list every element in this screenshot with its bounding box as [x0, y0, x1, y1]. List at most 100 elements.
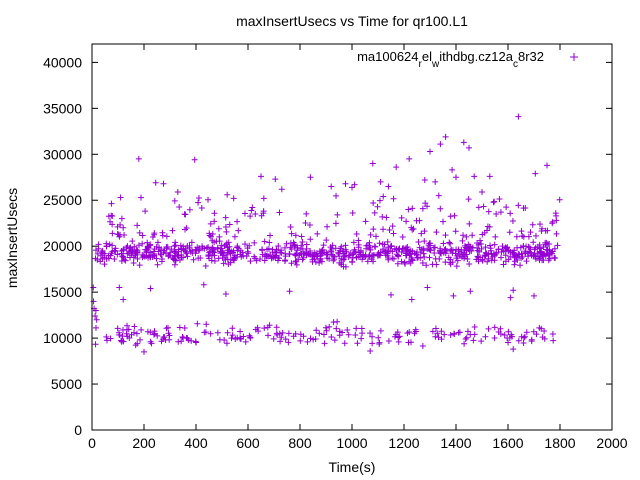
data-point	[355, 237, 362, 244]
data-point	[345, 331, 352, 338]
data-point	[490, 199, 497, 206]
data-point	[222, 256, 229, 263]
data-point	[424, 246, 431, 253]
data-point	[359, 330, 366, 337]
data-point	[222, 290, 229, 297]
data-point	[421, 238, 428, 245]
data-point	[551, 254, 558, 261]
data-point	[319, 246, 326, 253]
data-point	[160, 334, 167, 341]
data-point	[400, 245, 407, 252]
data-point	[303, 210, 310, 217]
data-point	[403, 218, 410, 225]
data-point	[466, 261, 473, 268]
data-point	[406, 251, 413, 258]
data-point	[264, 324, 271, 331]
data-point	[306, 222, 313, 229]
data-point	[282, 257, 289, 264]
data-point	[178, 245, 185, 252]
data-point	[105, 255, 112, 262]
data-point	[273, 246, 280, 253]
data-point	[164, 324, 171, 331]
data-point	[176, 204, 183, 211]
data-point	[307, 174, 314, 181]
data-point	[456, 329, 463, 336]
data-point	[166, 252, 173, 259]
data-point	[460, 139, 467, 146]
data-point	[463, 244, 470, 251]
data-point	[169, 227, 176, 234]
data-point	[484, 258, 491, 265]
data-point	[231, 233, 238, 240]
data-point	[265, 332, 272, 339]
data-point	[498, 254, 505, 261]
data-point	[536, 221, 543, 228]
data-point	[338, 261, 345, 268]
data-point	[506, 229, 513, 236]
data-point	[136, 262, 143, 269]
data-point	[467, 288, 474, 295]
data-point	[328, 251, 335, 258]
data-point	[482, 333, 489, 340]
data-point	[502, 258, 509, 265]
data-point	[335, 249, 342, 256]
data-point	[207, 248, 214, 255]
data-point	[393, 331, 400, 338]
legend: ma100624relwithdbg.cz12ac8r32	[357, 49, 578, 70]
x-tick-label: 1600	[492, 435, 523, 451]
data-point	[163, 233, 170, 240]
data-point	[441, 246, 448, 253]
data-point	[230, 195, 237, 202]
data-point	[235, 227, 242, 234]
data-point	[134, 247, 141, 254]
data-point	[503, 204, 510, 211]
data-point	[424, 284, 431, 291]
data-point	[92, 307, 99, 314]
data-point	[525, 233, 532, 240]
data-point	[224, 191, 231, 198]
data-point	[292, 251, 299, 258]
data-point	[491, 335, 498, 342]
data-point	[446, 239, 453, 246]
data-point	[307, 335, 314, 342]
data-point	[332, 220, 339, 227]
data-point	[405, 206, 412, 213]
data-point	[409, 226, 416, 233]
data-point	[218, 242, 225, 249]
data-point	[160, 180, 167, 187]
data-point	[556, 196, 563, 203]
data-point	[310, 336, 317, 343]
x-tick-label: 800	[288, 435, 312, 451]
data-point	[354, 340, 361, 347]
data-point	[214, 244, 221, 251]
data-point	[423, 262, 430, 269]
data-point	[247, 334, 254, 341]
data-point	[248, 207, 255, 214]
data-point	[501, 331, 508, 338]
data-point	[367, 330, 374, 337]
data-point	[509, 218, 516, 225]
data-point	[451, 212, 458, 219]
data-point	[482, 244, 489, 251]
data-point	[336, 332, 343, 339]
data-point	[321, 340, 328, 347]
data-point	[108, 212, 115, 219]
data-point	[406, 329, 413, 336]
data-point	[101, 254, 108, 261]
data-point	[513, 233, 520, 240]
data-point	[469, 232, 476, 239]
data-point	[390, 255, 397, 262]
data-point	[453, 263, 460, 270]
data-point	[416, 244, 423, 251]
data-point	[544, 227, 551, 234]
data-point	[120, 338, 127, 345]
data-point	[261, 238, 268, 245]
data-point	[476, 248, 483, 255]
data-point	[360, 251, 367, 258]
data-point	[504, 334, 511, 341]
data-point	[369, 160, 376, 167]
data-point	[189, 247, 196, 254]
data-point	[242, 338, 249, 345]
data-point	[106, 241, 113, 248]
data-point	[234, 334, 241, 341]
